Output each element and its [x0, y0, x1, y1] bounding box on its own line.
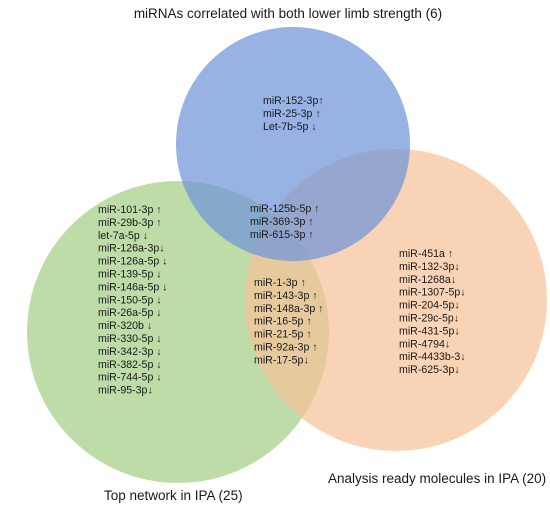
mirna-item: miR-744-5p ↓ [98, 372, 162, 384]
mirna-item: miR-132-3p↓ [399, 261, 460, 273]
region-all-three-list: miR-125b-5p ↑ miR-369-3p ↑ miR-615-3p ↑ [250, 203, 319, 241]
circle-lower-limb-strength [176, 27, 410, 261]
region-top-only-list: miR-152-3p↑ miR-25-3p ↑ Let-7b-5p ↓ [263, 95, 324, 133]
mirna-item: miR-625-3p↓ [399, 364, 460, 376]
mirna-item: miR-451a ↑ [399, 248, 453, 260]
region-top-network-and-analysis-list: miR-1-3p ↑ miR-143-3p ↑ miR-148a-3p ↑ miR-1… [254, 277, 323, 366]
mirna-item: miR-29b-3p ↑ [98, 217, 162, 229]
mirna-item: miR-204-5p↓ [399, 300, 460, 312]
mirna-item: miR-320b ↓ [98, 320, 152, 332]
mirna-item: miR-139-5p ↓ [98, 269, 162, 281]
set-label-left: Top network in IPA (25) [104, 488, 243, 503]
mirna-item: miR-369-3p ↑ [250, 216, 314, 228]
mirna-item: miR-21-5p ↑ [254, 329, 312, 341]
mirna-item: miR-125b-5p ↑ [250, 203, 319, 215]
mirna-item: miR-25-3p ↑ [263, 108, 321, 120]
mirna-item: miR-4794↓ [399, 338, 450, 350]
mirna-item: miR-143-3p ↑ [254, 290, 318, 302]
set-label-right: Analysis ready molecules in IPA (20) [328, 471, 546, 486]
mirna-item: miR-342-3p ↓ [98, 346, 162, 358]
mirna-item: miR-29c-5p↓ [399, 313, 459, 325]
set-label-top: miRNAs correlated with both lower limb s… [134, 6, 442, 21]
mirna-item: miR-382-5p ↓ [98, 359, 162, 371]
mirna-item: Let-7b-5p ↓ [263, 121, 317, 133]
mirna-item: miR-92a-3p ↑ [254, 342, 318, 354]
mirna-item: miR-150-5p ↓ [98, 294, 162, 306]
mirna-item: miR-126a-3p↓ [98, 243, 165, 255]
mirna-item: miR-4433b-3↓ [399, 351, 466, 363]
region-top-network-only-list: miR-101-3p ↑ miR-29b-3p ↑ let-7a-5p ↓ miR-1… [98, 204, 167, 397]
mirna-item: miR-152-3p↑ [263, 95, 324, 107]
mirna-item: miR-431-5p↓ [399, 325, 460, 337]
mirna-item: miR-1-3p ↑ [254, 277, 306, 289]
mirna-item: miR-1307-5p↓ [399, 287, 466, 299]
mirna-item: miR-146a-5p ↓ [98, 281, 167, 293]
mirna-item: miR-16-5p ↑ [254, 316, 312, 328]
mirna-item: miR-1268a↓ [399, 274, 456, 286]
mirna-item: miR-101-3p ↑ [98, 204, 162, 216]
mirna-item: miR-148a-3p ↑ [254, 303, 323, 315]
mirna-item: miR-126a-5p ↓ [98, 256, 167, 268]
mirna-item: miR-26a-5p ↓ [98, 307, 162, 319]
mirna-item: miR-17-5p↓ [254, 354, 309, 366]
region-analysis-only-list: miR-451a ↑ miR-132-3p↓ miR-1268a↓ miR-1307-… [399, 248, 466, 376]
mirna-item: miR-615-3p ↑ [250, 229, 314, 241]
mirna-item: let-7a-5p ↓ [98, 230, 148, 242]
mirna-item: miR-95-3p↓ [98, 385, 153, 397]
mirna-item: miR-330-5p ↓ [98, 333, 162, 345]
